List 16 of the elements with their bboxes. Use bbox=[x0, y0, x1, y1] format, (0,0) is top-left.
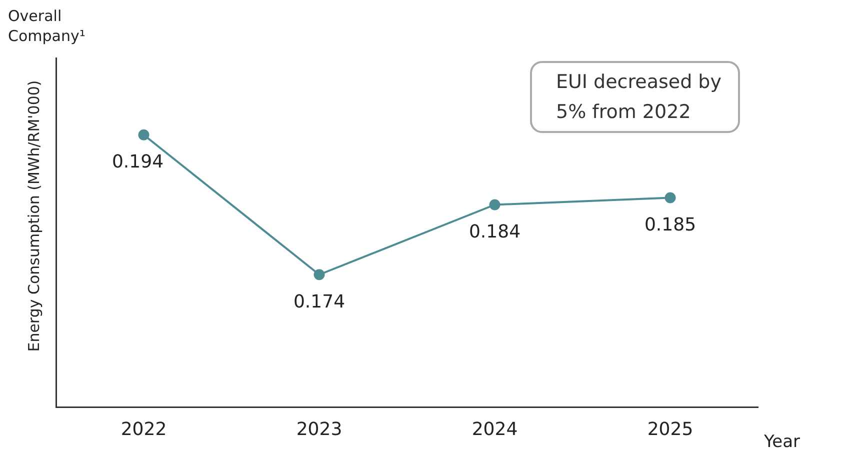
x-tick-label: 2024 bbox=[472, 418, 518, 440]
x-tick-label: 2025 bbox=[647, 418, 694, 440]
point bbox=[664, 192, 676, 204]
point bbox=[314, 269, 325, 280]
point bbox=[489, 199, 500, 210]
x-tick-label: 2022 bbox=[120, 418, 167, 440]
annotation: EUI decreased by 5% from 2022 bbox=[530, 61, 740, 133]
x-tick-label: 2023 bbox=[296, 418, 342, 440]
data-label: 0.194 bbox=[112, 152, 164, 173]
chart-title: Overall Company¹ bbox=[8, 6, 86, 46]
y-axis-title: Energy Consumption (MWh/RM'000) bbox=[25, 80, 43, 352]
x-axis-title: Year bbox=[764, 432, 800, 452]
data-label: 0.184 bbox=[468, 221, 521, 242]
data-label: 0.185 bbox=[644, 214, 696, 236]
data-label: 0.174 bbox=[293, 291, 346, 312]
point bbox=[138, 129, 150, 140]
